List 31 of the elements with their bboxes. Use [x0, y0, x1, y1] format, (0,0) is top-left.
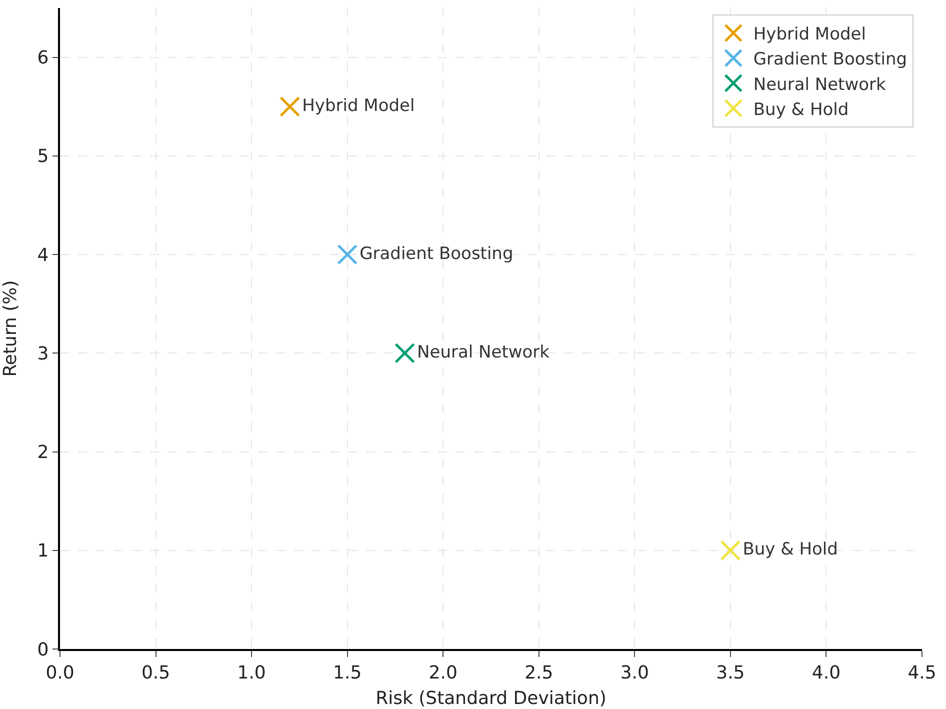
x-tick-label: 3.0 [620, 662, 649, 684]
text: Buy & Hold [742, 540, 838, 560]
x-axis-title: Risk (Standard Deviation) [376, 688, 606, 709]
y-tick-label: 0 [37, 639, 49, 660]
x-tick-label: 1.0 [237, 662, 266, 684]
point [720, 540, 741, 561]
text: Gradient Boosting [360, 244, 514, 264]
x-tick-label: 4.5 [908, 662, 936, 684]
y-tick-label: 1 [37, 540, 49, 562]
point [337, 244, 358, 265]
point [394, 342, 416, 364]
x-tick-label: 2.5 [524, 662, 554, 684]
y-tick-label: 4 [37, 244, 49, 266]
point [280, 96, 300, 117]
legend-label: Neural Network [753, 74, 886, 95]
x-tick-label: 3.5 [716, 662, 745, 684]
x-tick-label: 0.0 [46, 662, 74, 684]
legend-label: Gradient Boosting [753, 50, 908, 70]
legend-label: Buy & Hold [753, 100, 849, 120]
text: Neural Network [417, 342, 550, 362]
legend-label: Hybrid Model [753, 24, 866, 45]
x-tick-label: 4.0 [812, 662, 841, 684]
y-tick-label: 2 [37, 442, 49, 464]
y-tick-label: 5 [37, 146, 49, 168]
text: Hybrid Model [302, 96, 415, 116]
x-tick-label: 0.5 [141, 662, 170, 684]
x-tick-label: 1.5 [333, 662, 362, 684]
y-axis-title: Return (%) [0, 280, 21, 377]
y-tick-label: 3 [37, 343, 49, 364]
y-tick-label: 6 [37, 48, 49, 69]
x-tick-label: 2.0 [428, 662, 458, 684]
